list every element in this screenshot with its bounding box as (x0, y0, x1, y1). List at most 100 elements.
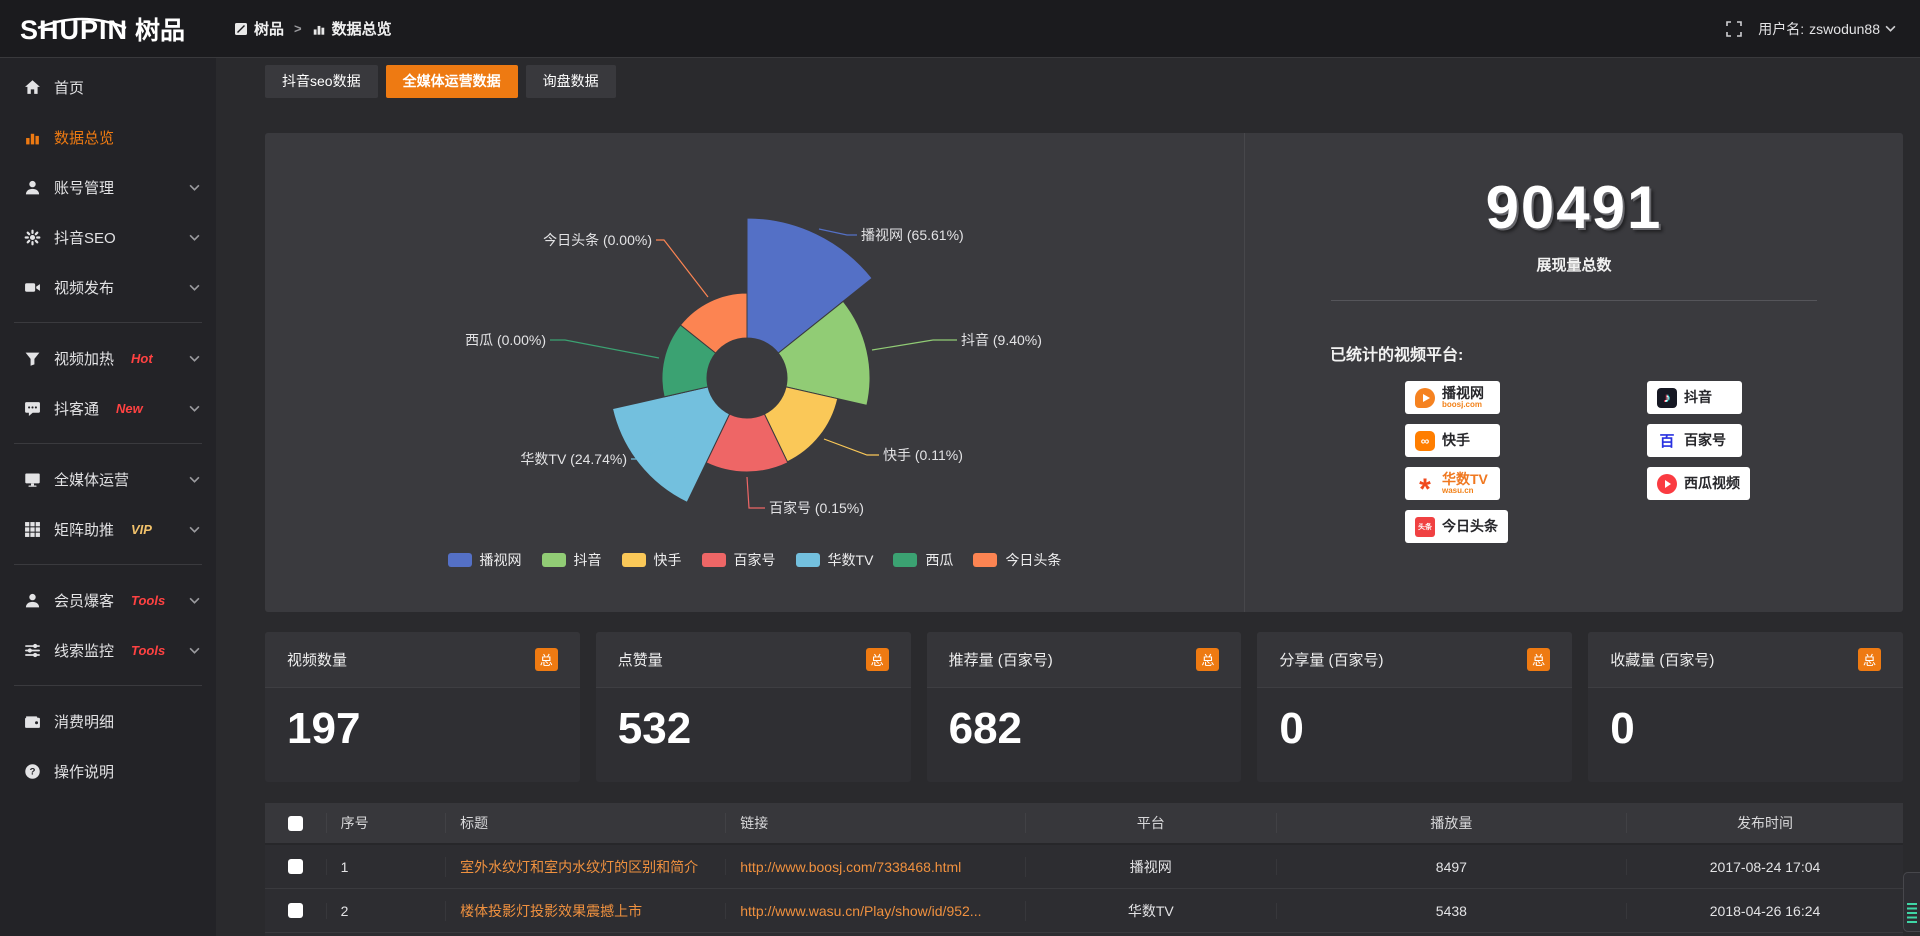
total-badge[interactable]: 总 (534, 648, 558, 671)
sidebar-divider (14, 685, 202, 686)
sidebar-item-account[interactable]: 账号管理 (0, 162, 216, 212)
kuaishou-logo-icon: ∞ (1415, 430, 1435, 451)
chevron-down-icon[interactable] (189, 403, 200, 414)
legend-item-douyin[interactable]: 抖音 (541, 550, 602, 570)
legend-item-xigua[interactable]: 西瓜 (893, 550, 953, 570)
breadcrumb-item-root[interactable]: 树品 (234, 18, 284, 39)
breadcrumb: 树品 > 数据总览 (234, 18, 392, 39)
pie-slice-toutiao[interactable] (679, 292, 748, 354)
tab-bar: 抖音seo数据 全媒体运营数据 询盘数据 (265, 65, 1903, 98)
pie-slice-douyin[interactable] (777, 300, 871, 406)
chevron-down-icon[interactable] (189, 645, 200, 656)
row-seq: 2 (325, 902, 446, 919)
total-impressions-label: 展现量总数 (1536, 257, 1612, 274)
fullscreen-icon[interactable] (1726, 20, 1743, 37)
videos-table: 序号 标题 链接 平台 播放量 发布时间 1 室外水纹灯和室内水纹灯的区别和简介 http:/… (265, 803, 1903, 936)
platform-name: 快手 (1442, 432, 1470, 449)
sidebar-item-video-heat[interactable]: 视频加热 Hot (0, 333, 216, 383)
legend-swatch (447, 553, 472, 567)
sidebar-item-data-overview[interactable]: 数据总览 (0, 112, 216, 162)
stat-value: 197 (287, 704, 361, 753)
platform-column: 播视网 boosj.com ∞ 快手 * 华数TV wasu.cn 头条 今日头条 (1405, 381, 1647, 543)
video-title-link[interactable]: 室外水纹灯和室内水纹灯的区别和简介 (445, 856, 725, 877)
user-menu[interactable]: 用户名: zswodun88 (1758, 19, 1896, 39)
grid-icon (24, 521, 41, 538)
pie-leader-line (871, 339, 957, 351)
video-url-link[interactable]: http://www.boosj.com/7338468.html (725, 858, 1025, 875)
pie-label-baijiahao: 百家号 (0.15%) (769, 500, 864, 516)
floating-widget[interactable] (1903, 872, 1920, 932)
total-badge[interactable]: 总 (1196, 648, 1220, 671)
sidebar-divider (14, 564, 202, 565)
douyin-logo-icon: ♪ (1657, 387, 1677, 408)
sidebar-item-consume-detail[interactable]: 消费明细 (0, 696, 216, 746)
sidebar-item-video-publish[interactable]: 视频发布 (0, 262, 216, 312)
sidebar-item-label: 消费明细 (54, 713, 115, 731)
sidebar-item-media-ops[interactable]: 全媒体运营 (0, 454, 216, 504)
chevron-down-icon[interactable] (189, 353, 200, 364)
video-title-link[interactable]: 楼体投影灯投影效果震撼上市 (445, 900, 725, 921)
column-header: 发布时间 (1626, 813, 1903, 833)
row-checkbox-cell (265, 859, 326, 874)
legend-item-kuaishou[interactable]: 快手 (621, 550, 682, 570)
sidebar-item-matrix-boost[interactable]: 矩阵助推 VIP (0, 504, 216, 554)
tab-inquiry-data[interactable]: 询盘数据 (525, 65, 616, 98)
chevron-down-icon (1885, 23, 1896, 34)
sidebar-item-label: 会员爆客 (54, 592, 115, 610)
sidebar-item-douketong[interactable]: 抖客通 New (0, 383, 216, 433)
row-checkbox[interactable] (287, 903, 303, 918)
sidebar-item-home[interactable]: 首页 (0, 62, 216, 112)
legend-label: 西瓜 (925, 552, 954, 568)
toutiao-logo-icon: 头条 (1415, 516, 1435, 537)
video-url-link[interactable]: http://www.wasu.cn/Play/show/id/952... (725, 902, 1025, 919)
select-all-checkbox[interactable] (287, 815, 303, 831)
legend-item-boosj[interactable]: 播视网 (447, 550, 522, 570)
sidebar-item-tag: Tools (131, 642, 166, 658)
legend-item-toutiao[interactable]: 今日头条 (973, 550, 1061, 570)
widget-stripes-icon (1907, 903, 1917, 925)
row-checkbox-cell (265, 903, 326, 918)
stat-card-likes: 点赞量 总 532 (595, 632, 911, 782)
platform-sub: wasu.cn (1442, 485, 1474, 495)
chevron-down-icon[interactable] (189, 524, 200, 535)
pie-leader-line (823, 438, 879, 456)
tab-douyin-seo-data[interactable]: 抖音seo数据 (265, 65, 378, 98)
chevron-down-icon[interactable] (189, 182, 200, 193)
sidebar-item-clue-monitor[interactable]: 线索监控 Tools (0, 625, 216, 675)
sidebar-item-label: 矩阵助推 (54, 521, 115, 539)
sidebar-menu: 首页 数据总览 账号管理 抖音SEO 视频发布视频加热 Hot 抖客通 New 全媒体运营矩阵助… (0, 62, 216, 796)
legend-item-wasu[interactable]: 华数TV (795, 550, 873, 570)
monitor-icon (24, 471, 41, 488)
chevron-down-icon[interactable] (189, 282, 200, 293)
legend-item-baijiahao[interactable]: 百家号 (701, 550, 776, 570)
tab-media-ops-data[interactable]: 全媒体运营数据 (385, 65, 518, 98)
platform-badge-douyin: ♪ 抖音 (1647, 381, 1742, 414)
sidebar-item-label: 视频加热 (54, 350, 115, 368)
total-badge[interactable]: 总 (1857, 648, 1881, 671)
chart-area: 播视网 (65.61%) 抖音 (9.40%) 快手 (0.11%) 百家号 (0.1… (265, 133, 1244, 612)
stat-card-header: 视频数量 总 (265, 632, 580, 688)
column-header: 平台 (1025, 813, 1276, 833)
sidebar-item-help[interactable]: ? 操作说明 (0, 746, 216, 796)
select-all-cell (265, 815, 326, 831)
breadcrumb-label: 数据总览 (331, 21, 392, 38)
platform-name: 西瓜视频 (1684, 475, 1740, 492)
sidebar-item-label: 全媒体运营 (54, 471, 130, 489)
legend-label: 百家号 (733, 552, 776, 568)
username-value: zswodun88 (1809, 20, 1880, 37)
chevron-down-icon[interactable] (189, 474, 200, 485)
total-badge[interactable]: 总 (1527, 648, 1551, 671)
total-badge[interactable]: 总 (865, 648, 889, 671)
sidebar-item-tag: VIP (131, 521, 152, 537)
row-checkbox[interactable] (287, 859, 303, 874)
pie-slice-wasu[interactable] (611, 386, 731, 503)
question-icon: ? (24, 763, 41, 780)
breadcrumb-item-current[interactable]: 数据总览 (312, 18, 392, 39)
chevron-down-icon[interactable] (189, 595, 200, 606)
sidebar-item-member-baoke[interactable]: 会员爆客 Tools (0, 575, 216, 625)
svg-text:?: ? (30, 766, 36, 777)
summary-divider (1330, 300, 1818, 301)
pie-slice-boosj[interactable] (746, 217, 873, 354)
sidebar-item-douyin-seo[interactable]: 抖音SEO (0, 212, 216, 262)
chevron-down-icon[interactable] (189, 232, 200, 243)
